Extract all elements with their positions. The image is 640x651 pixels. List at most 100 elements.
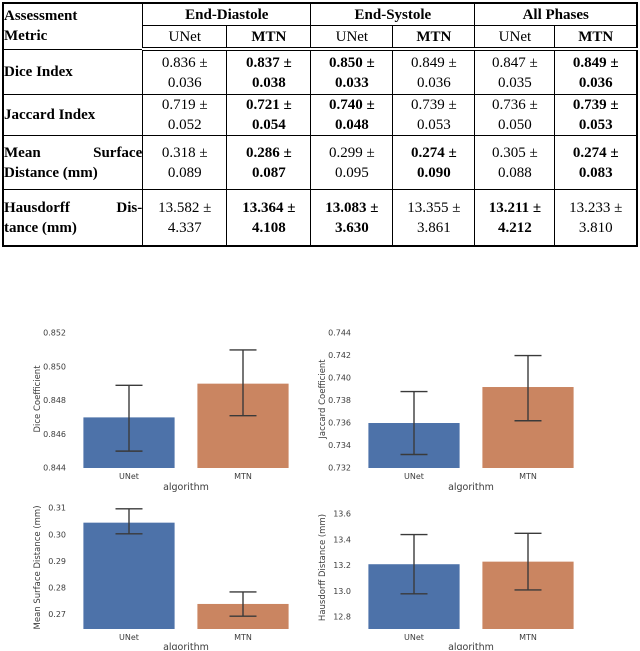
x-tick-label: UNet [119,633,139,642]
chart-cell-mean-surface-distance: 0.27 0.28 0.29 0.30 0.31 UNet MTN algorithm Mean… [30,492,315,650]
y-tick-label: 0.28 [48,584,66,593]
metric-value-cell: 0.739 ± 0.053 [554,94,638,136]
value-line: 13.582 ± [158,199,212,216]
table-row-hausdorff-distance: Hausdorff Dis- tance (mm) 13.582 ± 4.337… [2,189,638,247]
value-line: 0.721 ± [245,97,292,113]
metric-value-cell: 0.849 ± 0.036 [392,48,476,95]
x-tick-label: MTN [519,472,537,481]
subheader-unet: UNet [474,25,556,51]
y-tick-label: 13.4 [333,535,351,544]
y-tick-label: 0.738 [328,396,351,405]
value-line: 0.033 [334,74,369,91]
y-tick-label: 13.2 [333,561,351,570]
value-line: 0.090 [417,164,451,181]
x-tick-label: MTN [234,633,252,642]
chart-cell-hausdorff-distance: 12.8 13.0 13.2 13.4 13.6 UNet MTN algorithm Haus… [315,492,600,650]
metric-value-cell: 0.318 ± 0.089 [142,135,228,190]
value-line: 3.630 [334,219,369,236]
y-tick-label: 12.8 [333,613,351,622]
subheader-unet: UNet [310,25,394,51]
y-tick-label: 0.852 [43,329,66,338]
value-line: 0.274 ± [411,144,457,161]
x-axis-label: algorithm [448,482,494,492]
metric-value-cell: 13.211 ± 4.212 [474,189,556,247]
metric-value-cell: 0.850 ± 0.033 [310,48,394,95]
metric-header-line: Metric [4,28,48,45]
y-axis-label: Jaccard Coefficient [318,359,328,440]
metric-value-cell: 0.274 ± 0.090 [392,135,476,190]
y-tick-label: 0.848 [43,396,66,405]
y-tick-label: 0.31 [48,504,66,513]
value-line: 0.849 ± [411,54,457,71]
subheader-mtn: MTN [554,25,638,51]
chart-cell-dice: 0.844 0.846 0.848 0.850 0.852 UNet MTN algorith… [30,312,315,492]
y-tick-label: 0.742 [328,351,351,360]
value-line: 0.038 [251,74,286,91]
value-line: 13.355 ± [407,199,461,216]
table-row-mean-surface-distance: Mean Surface Distance (mm) 0.318 ± 0.089… [2,135,638,190]
table-subheader-row: UNet MTN UNet MTN UNet MTN [3,25,638,51]
row-label-line: Mean Surface [4,144,143,161]
value-line: 4.108 [251,219,286,236]
value-line: 0.035 [498,74,532,91]
y-tick-label: 13.6 [333,510,351,519]
metric-value-cell: 0.736 ± 0.050 [474,94,556,136]
mean-surface-distance-chart: 0.27 0.28 0.29 0.30 0.31 UNet MTN algorithm Mean… [33,504,289,650]
metric-value-cell: 0.740 ± 0.048 [310,94,394,136]
metric-value-cell: 0.299 ± 0.095 [310,135,394,190]
value-line: 0.036 [417,74,451,91]
value-line: 0.274 ± [572,144,619,161]
x-tick-label: UNet [119,472,139,481]
metric-value-cell: 0.719 ± 0.052 [142,94,228,136]
value-line: 0.849 ± [572,54,619,71]
row-label-line: Distance (mm) [4,164,98,181]
y-tick-label: 0.30 [48,530,66,539]
value-line: 0.739 ± [411,97,457,113]
row-label-line: Dice Index [4,63,73,80]
metric-value-cell: 13.233 ± 3.810 [554,189,638,247]
value-line: 0.836 ± [161,54,208,71]
value-line: 0.740 ± [328,97,375,113]
x-tick-label: UNet [404,472,424,481]
y-tick-label: 0.27 [48,610,66,619]
metric-value-cell: 13.083 ± 3.630 [310,189,394,247]
x-tick-label: UNet [404,633,424,642]
value-line: 0.083 [578,164,613,181]
jaccard-coefficient-chart: 0.732 0.734 0.736 0.738 0.740 0.742 0.744 UNet M… [318,329,574,492]
row-label: Dice Index [2,48,144,95]
dice-coefficient-chart: 0.844 0.846 0.848 0.850 0.852 UNet MTN algorith… [33,329,289,492]
table-row-dice-index: Dice Index 0.836 ± 0.036 0.837 ± 0.038 0… [2,48,638,95]
value-line: 0.837 ± [245,54,292,71]
value-line: 0.286 ± [245,144,292,161]
metric-value-cell: 0.274 ± 0.083 [554,135,638,190]
x-axis-label: algorithm [448,642,494,650]
value-line: 0.736 ± [492,97,538,113]
value-line: 0.318 ± [161,144,208,161]
results-bar-chart-figure: 0.844 0.846 0.848 0.850 0.852 UNet MTN algorith… [30,312,600,650]
value-line: 0.089 [167,164,202,181]
metric-value-cell: 0.836 ± 0.036 [142,48,228,95]
y-axis-label: Dice Coefficient [33,365,43,433]
value-line: 0.850 ± [328,54,375,71]
group-header-end-diastole: End-Diastole [142,2,312,26]
y-tick-label: 0.736 [328,419,351,428]
metric-value-cell: 0.847 ± 0.035 [474,48,556,95]
y-tick-label: 0.29 [48,557,66,566]
metric-value-cell: 0.837 ± 0.038 [226,48,312,95]
x-tick-label: MTN [519,633,537,642]
value-line: 0.847 ± [492,54,538,71]
value-line: 0.053 [417,117,451,133]
metric-value-cell: 0.849 ± 0.036 [554,48,638,95]
x-axis-label: algorithm [163,642,209,650]
y-axis-label: Hausdorff Distance (mm) [318,514,328,621]
value-line: 0.739 ± [572,97,619,113]
row-label: Jaccard Index [2,94,144,136]
y-tick-label: 0.850 [43,362,66,371]
table-group-header-row: Assessment Metric End-Diastole End-Systo… [2,2,638,50]
value-line: 0.088 [498,164,532,181]
y-tick-label: 0.734 [328,441,351,450]
group-header-all-phases: All Phases [474,2,638,26]
value-line: 13.364 ± [242,199,296,216]
value-line: 4.212 [498,219,532,236]
row-label: Hausdorff Dis- tance (mm) [2,189,144,247]
